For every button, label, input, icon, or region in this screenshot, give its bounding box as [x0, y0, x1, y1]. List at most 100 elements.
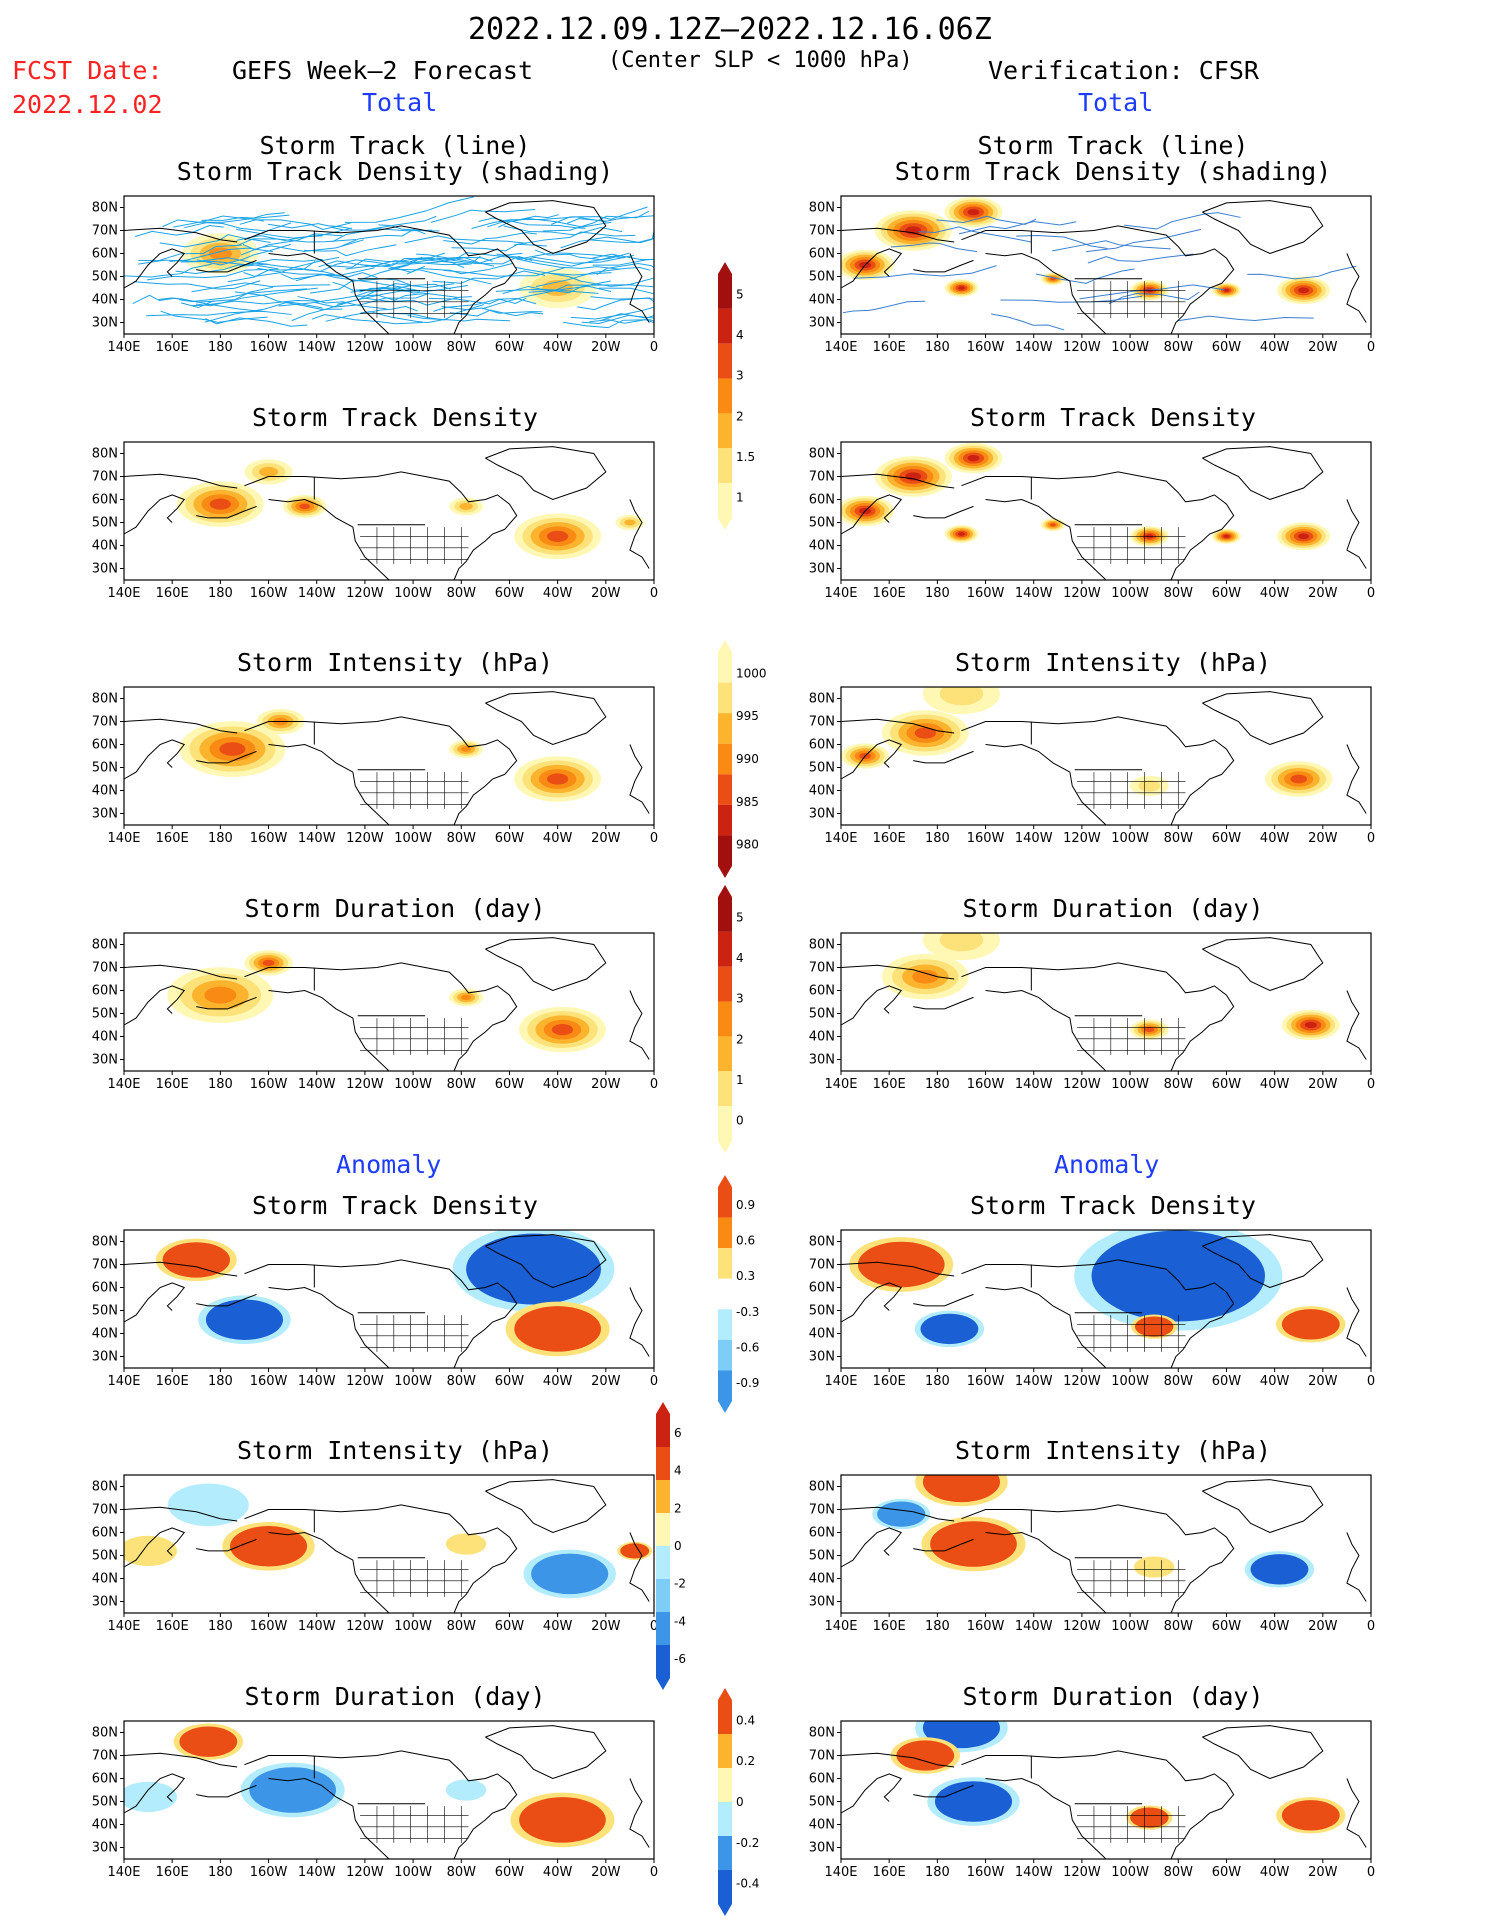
track-line — [204, 301, 323, 323]
track-line — [191, 299, 318, 307]
lon-tick-label: 140W — [298, 1619, 336, 1634]
lon-tick-label: 60W — [495, 1865, 525, 1880]
europe-coast — [1346, 1532, 1367, 1602]
lat-tick-label: 80N — [92, 1726, 118, 1741]
colorbar-label: 5 — [736, 910, 744, 924]
asia-coast — [123, 739, 186, 780]
anom-density-colorbar: 0.9 0.6 0.3 -0.3 -0.6 -0.9 — [718, 1175, 759, 1413]
colorbar-label: -0.9 — [736, 1376, 759, 1390]
density-cell — [957, 532, 965, 536]
lat-tick-label: 60N — [809, 984, 835, 999]
lon-tick-label: 140E — [107, 340, 140, 355]
lat-tick-label: 30N — [809, 562, 835, 577]
duration-colorbar: 5 4 3 2 1 0 — [718, 885, 744, 1153]
lon-tick-label: 160W — [250, 586, 288, 601]
greenland — [1202, 1479, 1324, 1534]
colorbar-swatch — [718, 966, 732, 1002]
colorbar-swatch — [656, 1447, 670, 1480]
colorbar-label: 1000 — [736, 666, 767, 680]
plot-frame — [840, 1474, 1372, 1614]
track-line — [958, 220, 1077, 235]
colorbar-swatch — [718, 413, 732, 449]
lon-tick-label: 100W — [1111, 1619, 1149, 1634]
track-line — [235, 238, 357, 247]
lat-tick-label: 60N — [92, 247, 118, 262]
colorbar-swatch — [718, 804, 732, 836]
greenland — [1202, 200, 1324, 255]
lat-tick-label: 80N — [809, 201, 835, 216]
track-line — [195, 287, 318, 307]
lon-tick-label: 0 — [650, 1077, 658, 1092]
lon-tick-label: 80W — [447, 1619, 477, 1634]
europe-coast — [629, 1287, 650, 1357]
lon-tick-label: 100W — [394, 1374, 432, 1389]
density-cell — [460, 994, 472, 1001]
north-america-coast — [244, 1259, 518, 1369]
lat-tick-label: 50N — [92, 1795, 118, 1810]
track-line — [1016, 234, 1108, 249]
obs-track-title-2: Storm Track Density (shading) — [894, 157, 1332, 186]
asia-coast — [123, 1527, 186, 1568]
total-right-heading: Total — [1078, 88, 1154, 117]
anomaly-cell — [179, 1726, 238, 1757]
density-colorbar: 5 4 3 2 1.5 1 — [718, 262, 755, 530]
north-america-coast — [244, 1750, 518, 1860]
europe-coast — [1346, 253, 1367, 323]
lon-tick-label: 140E — [107, 831, 140, 846]
lon-tick-label: 80W — [447, 1077, 477, 1092]
colorbar-swatch — [718, 1001, 732, 1037]
lat-tick-label: 40N — [809, 1327, 835, 1342]
siberia-coast — [840, 718, 955, 734]
lon-tick-label: 180 — [208, 340, 233, 355]
lat-tick-label: 50N — [92, 516, 118, 531]
lat-tick-label: 70N — [92, 224, 118, 239]
lat-tick-label: 80N — [92, 938, 118, 953]
lat-tick-label: 50N — [92, 761, 118, 776]
colorbar-label: 6 — [674, 1426, 682, 1440]
density-cell — [967, 454, 980, 462]
period-title: 2022.12.09.12Z—2022.12.16.06Z — [468, 12, 992, 47]
lon-tick-label: 120W — [346, 831, 384, 846]
europe-coast — [629, 253, 650, 323]
track-line — [890, 242, 978, 253]
lon-tick-label: 180 — [208, 831, 233, 846]
lon-tick-label: 180 — [925, 1619, 950, 1634]
colorbar-swatch — [718, 1278, 732, 1310]
plot-frame — [840, 195, 1372, 335]
fcst-anom-duration-map: 140E 160E 180 160W 140W 120W 100W 80W 60W 40W 20W 0… — [92, 1720, 658, 1880]
lon-tick-label: 160W — [250, 831, 288, 846]
lon-tick-label: 20W — [591, 1077, 621, 1092]
colorbar-swatch — [718, 274, 732, 309]
lon-tick-label: 80W — [1164, 831, 1194, 846]
total-left-heading: Total — [362, 88, 438, 117]
lon-tick-label: 180 — [925, 1865, 950, 1880]
colorbar-swatch — [718, 1339, 732, 1371]
lat-tick-label: 70N — [809, 1749, 835, 1764]
lat-tick-label: 60N — [809, 1526, 835, 1541]
lon-tick-label: 160E — [156, 1619, 189, 1634]
colorbar-label: 1.5 — [736, 450, 755, 464]
colorbar-label: 0 — [736, 1114, 744, 1128]
colorbar-label: 2 — [736, 409, 744, 423]
coastline — [840, 691, 1367, 826]
track-line — [180, 258, 323, 266]
lon-tick-label: 60W — [495, 340, 525, 355]
plot-frame — [123, 932, 655, 1072]
coastline — [123, 446, 650, 581]
aleutians — [196, 1293, 257, 1307]
track-line — [481, 285, 612, 310]
density-cell — [905, 472, 922, 481]
lat-tick-label: 30N — [809, 316, 835, 331]
fcst-intensity-title: Storm Intensity (hPa) — [236, 648, 554, 677]
track-line — [158, 297, 265, 313]
density-cell — [460, 746, 472, 752]
colorbar-swatch — [656, 1579, 670, 1612]
lon-tick-label: 140W — [298, 1374, 336, 1389]
track-line — [227, 260, 316, 283]
lon-tick-label: 20W — [1308, 1374, 1338, 1389]
obs-total-density-map: 140E 160E 180 160W 140W 120W 100W 80W 60W 40W 20W 0… — [809, 441, 1375, 601]
colorbar-label: 4 — [736, 951, 744, 965]
lat-tick-label: 50N — [809, 1007, 835, 1022]
lon-tick-label: 140W — [298, 1077, 336, 1092]
aleutians — [196, 1538, 257, 1552]
